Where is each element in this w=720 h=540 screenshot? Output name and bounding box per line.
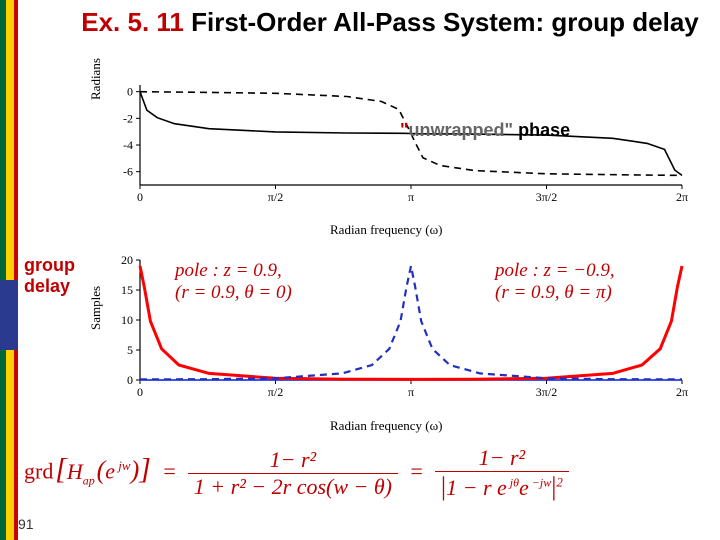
svg-text:10: 10: [121, 313, 133, 327]
svg-text:0: 0: [127, 373, 133, 387]
stripe-yellow: [6, 0, 14, 540]
phase-annotation: "unwrapped" phase: [400, 120, 570, 141]
phase-chart: 0 -2 -4 -6 0 π/2 π 3π/2 2π: [110, 80, 690, 205]
phase-xlabel: Radian frequency (ω): [330, 222, 443, 238]
slide-title: Ex. 5. 11 First-Order All-Pass System: g…: [70, 8, 710, 37]
svg-text:-6: -6: [123, 165, 133, 179]
svg-text:5: 5: [127, 343, 133, 357]
group-delay-formula: grd [Hap (e jw)] = 1− r² 1 + r² − 2r cos…: [24, 445, 714, 502]
svg-text:π: π: [408, 190, 414, 204]
svg-text:2π: 2π: [676, 385, 688, 399]
title-prefix: Ex. 5. 11: [81, 7, 191, 37]
svg-text:20: 20: [121, 255, 133, 267]
svg-text:3π/2: 3π/2: [536, 190, 557, 204]
svg-text:0: 0: [137, 190, 143, 204]
title-main: First-Order All-Pass System: group delay: [191, 7, 699, 37]
delay-xlabel: Radian frequency (ω): [330, 418, 443, 434]
group-delay-label: group delay: [24, 255, 75, 297]
stripe-block-blue: [0, 280, 18, 350]
svg-text:2π: 2π: [676, 190, 688, 204]
svg-text:π/2: π/2: [268, 190, 283, 204]
pole-annotation-right: pole : z = −0.9, (r = 0.9, θ = π): [495, 260, 615, 304]
svg-text:0: 0: [137, 385, 143, 399]
page-number: 91: [18, 516, 34, 532]
svg-text:15: 15: [121, 283, 133, 297]
svg-text:-4: -4: [123, 138, 133, 152]
svg-text:π: π: [408, 385, 414, 399]
svg-text:0: 0: [127, 85, 133, 99]
phase-ylabel: Radians: [88, 58, 104, 100]
svg-text:π/2: π/2: [268, 385, 283, 399]
stripe-red: [14, 0, 18, 540]
delay-ylabel: Samples: [88, 286, 104, 330]
svg-text:3π/2: 3π/2: [536, 385, 557, 399]
pole-annotation-left: pole : z = 0.9, (r = 0.9, θ = 0): [175, 260, 292, 304]
svg-text:-2: -2: [123, 111, 133, 125]
